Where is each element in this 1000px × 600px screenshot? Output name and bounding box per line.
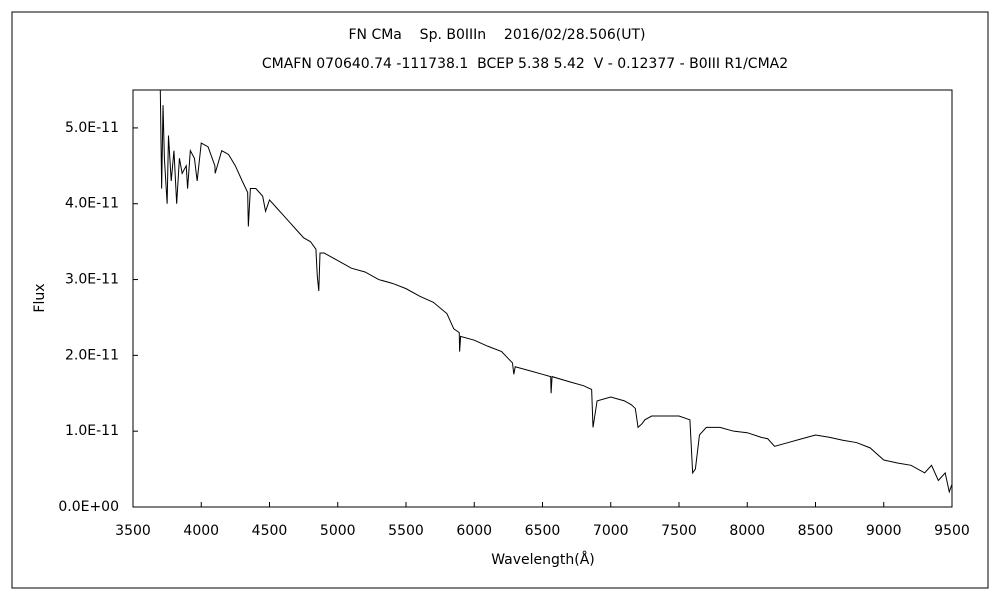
- x-tick-label: 4500: [252, 523, 288, 539]
- chart-frame: [11, 11, 989, 589]
- x-tick-label: 9500: [934, 523, 970, 539]
- x-tick-label: 4000: [183, 523, 219, 539]
- x-tick-label: 7000: [593, 523, 629, 539]
- x-tick-label: 7500: [661, 523, 697, 539]
- x-tick-label: 5000: [320, 523, 356, 539]
- y-tick-label: 3.0E-11: [65, 272, 119, 288]
- y-tick-label: 5.0E-11: [65, 120, 119, 136]
- y-tick-label: 4.0E-11: [65, 196, 119, 212]
- y-axis-label: Flux: [32, 283, 48, 312]
- x-tick-label: 5500: [388, 523, 424, 539]
- x-tick-label: 8000: [729, 523, 765, 539]
- chart-title: FN CMa Sp. B0IIIn 2016/02/28.506(UT): [348, 27, 645, 43]
- y-tick-label: 2.0E-11: [65, 347, 119, 363]
- x-tick-label: 6000: [456, 523, 492, 539]
- y-tick-label: 1.0E-11: [65, 423, 119, 439]
- x-tick-label: 9000: [866, 523, 902, 539]
- spectrum-line: [159, 89, 953, 494]
- y-tick-label: 0.0E+00: [58, 499, 119, 515]
- x-tick-label: 3500: [115, 523, 151, 539]
- x-tick-label: 8500: [798, 523, 834, 539]
- x-axis-label: Wavelength(Å): [491, 551, 595, 568]
- x-tick-label: 6500: [525, 523, 561, 539]
- chart-subtitle: CMAFN 070640.74 -111738.1 BCEP 5.38 5.42…: [262, 56, 788, 72]
